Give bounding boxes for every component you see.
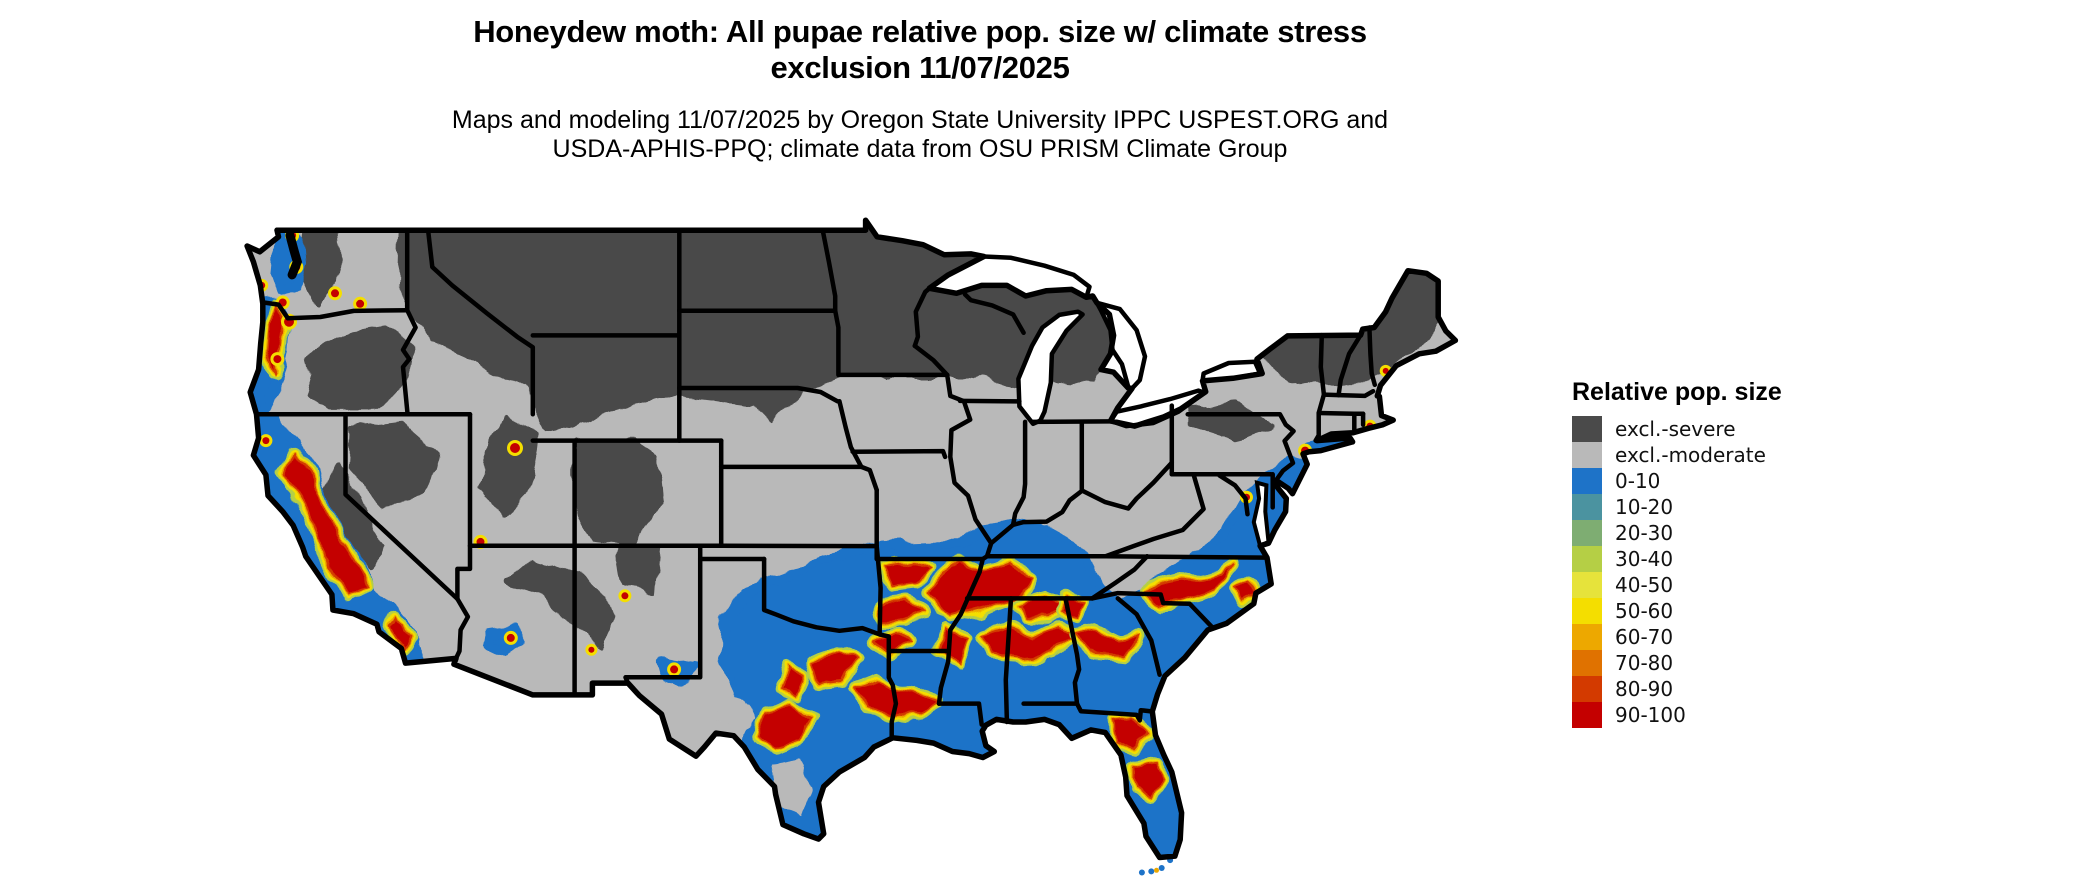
legend-swatch: [1572, 702, 1602, 728]
legend-item-label: excl.-severe: [1615, 417, 1736, 441]
us-map-canvas: [222, 158, 1462, 892]
legend-item: 20-30: [1572, 520, 1832, 546]
legend-item: 10-20: [1572, 494, 1832, 520]
legend-item-label: 20-30: [1615, 521, 1674, 545]
map-subtitle-line2: USDA-APHIS-PPQ; climate data from OSU PR…: [552, 135, 1288, 163]
legend-item: 90-100: [1572, 702, 1832, 728]
land-fills: [247, 220, 1456, 858]
legend-item: 80-90: [1572, 676, 1832, 702]
legend-item: 70-80: [1572, 650, 1832, 676]
legend-swatch: [1572, 650, 1602, 676]
figure-header: Honeydew moth: All pupae relative pop. s…: [200, 14, 1640, 164]
legend-swatch: [1572, 624, 1602, 650]
legend-swatch: [1572, 416, 1602, 442]
puget-sound: [285, 231, 303, 280]
legend-item: 40-50: [1572, 572, 1832, 598]
map-title: Honeydew moth: All pupae relative pop. s…: [200, 14, 1640, 86]
legend-item-label: 90-100: [1615, 703, 1686, 727]
legend-item-label: 80-90: [1615, 677, 1674, 701]
legend-item: excl.-severe: [1572, 416, 1832, 442]
legend-swatch: [1572, 546, 1602, 572]
legend-swatch: [1572, 520, 1602, 546]
florida-keys-dots: [1138, 857, 1174, 876]
legend-item-label: 0-10: [1615, 469, 1661, 493]
legend-item: 60-70: [1572, 624, 1832, 650]
legend-item: 0-10: [1572, 468, 1832, 494]
legend-item-label: 40-50: [1615, 573, 1674, 597]
legend-swatch: [1572, 442, 1602, 468]
legend-item-label: 50-60: [1615, 599, 1674, 623]
map-subtitle-line1: Maps and modeling 11/07/2025 by Oregon S…: [451, 106, 1389, 134]
legend-item-label: 30-40: [1615, 547, 1674, 571]
legend-item: excl.-moderate: [1572, 442, 1832, 468]
legend-item: 50-60: [1572, 598, 1832, 624]
legend-item-label: 70-80: [1615, 651, 1674, 675]
map-subtitle: Maps and modeling 11/07/2025 by Oregon S…: [200, 106, 1640, 164]
us-outline: [244, 217, 1459, 861]
legend-swatch: [1572, 468, 1602, 494]
map-legend: Relative pop. size excl.-severe excl.-mod…: [1572, 378, 1832, 728]
state-borders: [254, 227, 1378, 741]
map-title-line2: exclusion 11/07/2025: [770, 50, 1070, 85]
legend-swatch: [1572, 494, 1602, 520]
legend-swatch: [1572, 598, 1602, 624]
legend-item-label: excl.-moderate: [1615, 443, 1766, 467]
excl-severe-regions: [298, 220, 1444, 649]
legend-item: 30-40: [1572, 546, 1832, 572]
map-title-line1: Honeydew moth: All pupae relative pop. s…: [473, 14, 1367, 49]
legend-item-label: 60-70: [1615, 625, 1674, 649]
legend-swatch: [1572, 572, 1602, 598]
legend-items: excl.-severe excl.-moderate 0-10 10-20 20-30…: [1572, 416, 1832, 728]
legend-title: Relative pop. size: [1572, 378, 1782, 406]
legend-swatch: [1572, 676, 1602, 702]
excl-moderate-overlays: [718, 698, 813, 817]
us-map: [244, 217, 1459, 876]
legend-item-label: 10-20: [1615, 495, 1674, 519]
